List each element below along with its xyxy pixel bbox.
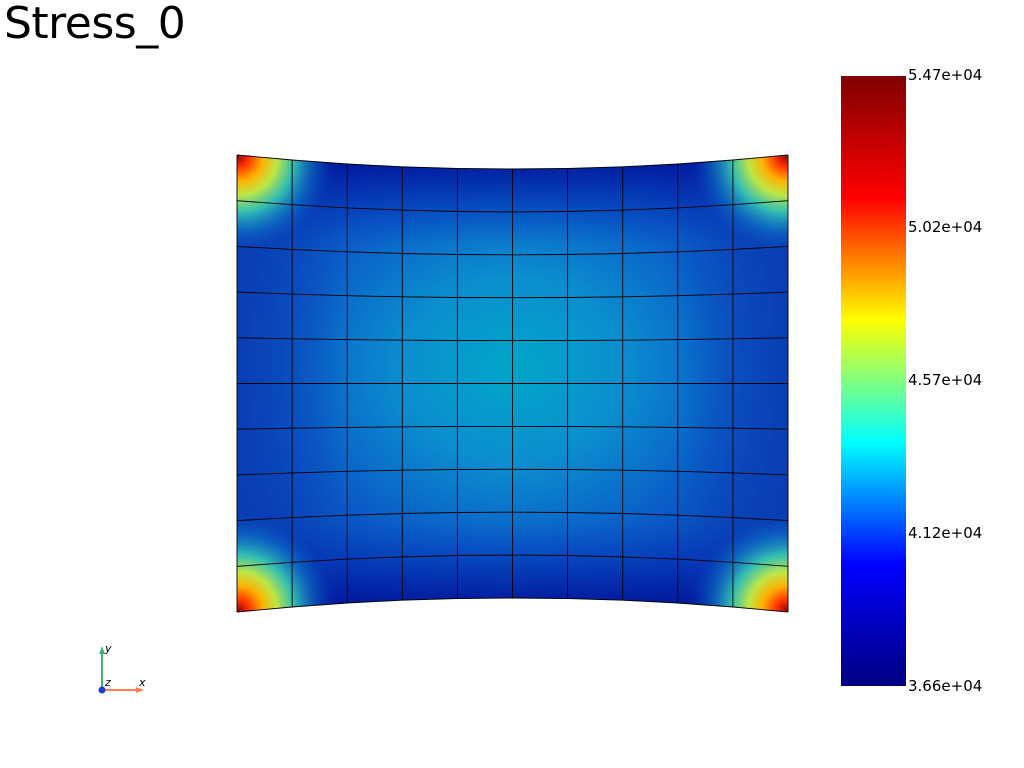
x-axis-label: x: [138, 676, 146, 689]
colorbar-tick-label: 4.12e+04: [908, 524, 983, 542]
x-axis-arrow-icon: [136, 687, 144, 693]
colorbar-tick-label: 4.57e+04: [908, 371, 983, 389]
hotspot-top-left: [237, 155, 334, 252]
z-axis-label: z: [104, 676, 111, 689]
plot-title: Stress_0: [4, 0, 186, 49]
mesh-grid-lines: [236, 154, 789, 613]
z-axis-dot-icon: [98, 686, 106, 694]
y-axis-arrow-icon: [99, 646, 105, 654]
mesh-fill: [237, 155, 788, 612]
colorbar-tick-label: 3.66e+04: [908, 677, 983, 695]
y-axis-label: y: [104, 642, 112, 655]
stress-mesh: [236, 154, 789, 613]
orientation-axes-widget: y x z: [98, 642, 146, 694]
colorbar-tick-label: 5.47e+04: [908, 66, 983, 84]
colorbar: [841, 76, 906, 686]
colorbar-tick-label: 5.02e+04: [908, 218, 983, 236]
